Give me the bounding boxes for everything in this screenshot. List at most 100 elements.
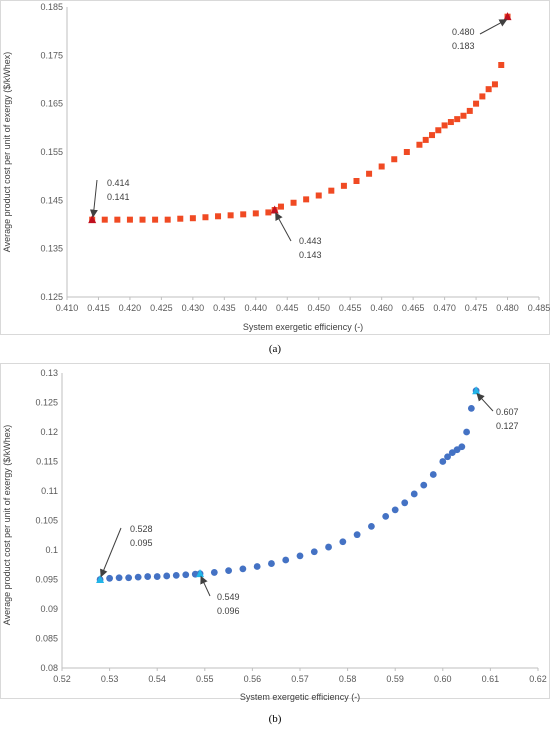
y-axis-title-a: Average product cost per unit of exergy …: [2, 52, 12, 252]
x-axis-title-b: System exergetic efficiency (-): [240, 692, 360, 702]
x-tick-label: 0.410: [56, 303, 79, 313]
data-point: [182, 571, 190, 579]
data-point: [189, 215, 196, 222]
y-tick-label: 0.105: [35, 516, 58, 526]
x-tick-label: 0.54: [148, 674, 166, 684]
data-point: [458, 443, 466, 451]
y-tick-label: 0.08: [40, 663, 58, 673]
y-tick-label: 0.165: [40, 99, 63, 109]
panel-label-b: (b): [269, 713, 282, 725]
y-tick-label: 0.135: [40, 244, 63, 254]
data-point: [101, 216, 108, 223]
x-tick-label: 0.55: [196, 674, 214, 684]
annotation-arrow: [89, 179, 98, 218]
x-tick-label: 0.480: [496, 303, 519, 313]
x-tick-label: 0.415: [87, 303, 110, 313]
data-point: [153, 573, 161, 580]
data-point: [391, 506, 399, 514]
y-tick-label: 0.1: [45, 545, 58, 555]
data-point: [353, 178, 360, 184]
data-point: [125, 574, 133, 582]
data-point: [303, 196, 310, 203]
data-point: [139, 216, 146, 223]
x-tick-label: 0.435: [213, 303, 236, 313]
x-tick-label: 0.62: [529, 674, 547, 684]
data-point: [310, 548, 318, 556]
y-tick-label: 0.13: [40, 368, 58, 378]
x-tick-label: 0.465: [402, 303, 425, 313]
data-point: [172, 571, 180, 579]
data-point: [422, 136, 429, 143]
x-tick-label: 0.53: [101, 674, 119, 684]
data-point: [391, 156, 398, 163]
data-point: [163, 572, 171, 580]
annotation-label: 0.443: [299, 236, 322, 246]
highlight-point: [472, 386, 481, 395]
x-tick-label: 0.430: [182, 303, 205, 313]
chart-panel-b: 0.52 0.53 0.54 0.55 0.56 0.57 0.58 0.59 0.60 0.61…: [0, 363, 550, 725]
x-tick-label: 0.52: [53, 674, 71, 684]
data-point: [467, 405, 475, 412]
annotation-label: 0.528: [130, 524, 153, 534]
data-point: [177, 215, 184, 222]
data-point: [340, 182, 347, 189]
annotation-label: 0.127: [496, 421, 519, 431]
data-point: [114, 216, 121, 223]
annotation-label: 0.143: [299, 250, 322, 260]
annotation-label: 0.549: [217, 592, 240, 602]
annotation-label: 0.141: [107, 192, 130, 202]
x-axis-title-a: System exergetic efficiency (-): [243, 322, 363, 332]
data-point: [410, 490, 418, 498]
x-tick-label: 0.420: [119, 303, 142, 313]
y-axis-title-b: Average product cost per unit of exergy …: [2, 425, 12, 625]
annotation-label: 0.607: [496, 407, 519, 417]
data-point: [378, 163, 385, 170]
data-point: [227, 212, 234, 219]
data-point: [441, 122, 448, 129]
x-tick-label: 0.460: [370, 303, 393, 313]
data-point: [315, 192, 322, 199]
data-point: [368, 523, 375, 530]
data-point: [491, 81, 498, 88]
data-point: [265, 209, 272, 216]
x-tick-label: 0.59: [386, 674, 404, 684]
data-point: [382, 512, 390, 520]
y-tick-label: 0.09: [40, 604, 58, 614]
data-point: [202, 214, 209, 221]
annotation-arrow: [200, 575, 211, 597]
y-tick-label: 0.145: [40, 195, 63, 205]
y-tick-label: 0.125: [35, 398, 58, 408]
data-point: [447, 119, 454, 126]
data-point: [444, 453, 451, 461]
y-tick-label: 0.095: [35, 575, 58, 585]
highlight-point: [270, 205, 279, 214]
x-tick-label: 0.485: [528, 303, 550, 313]
data-point: [296, 552, 304, 560]
annotation-label: 0.095: [130, 538, 153, 548]
x-tick-label: 0.470: [433, 303, 456, 313]
x-ticks-a: 0.410 0.415 0.420 0.425 0.430 0.435 0.440 0.445…: [56, 297, 550, 313]
data-point: [439, 458, 447, 465]
data-point: [239, 565, 247, 573]
data-point: [134, 573, 142, 581]
data-point: [454, 116, 461, 123]
data-point: [498, 62, 505, 68]
y-tick-label: 0.11: [41, 486, 58, 496]
data-point: [485, 86, 492, 93]
data-point: [290, 199, 297, 206]
annotation-arrow: [100, 527, 122, 578]
highlight-point: [503, 12, 512, 21]
chart-panel-a: 0.410 0.415 0.420 0.425 0.430 0.435 0.440 0.445…: [0, 0, 550, 355]
data-point: [420, 481, 428, 489]
annotations-a: 0.414 0.141 0.443 0.143 0.480 0.183: [88, 12, 512, 260]
data-point: [215, 213, 222, 220]
annotation-label: 0.414: [107, 178, 130, 188]
x-tick-label: 0.475: [465, 303, 488, 313]
y-tick-label: 0.115: [36, 457, 58, 467]
data-point: [106, 574, 113, 582]
data-point: [403, 149, 410, 155]
annotation-arrow: [275, 212, 292, 242]
x-tick-label: 0.58: [339, 674, 357, 684]
data-point: [353, 531, 361, 539]
data-point: [268, 560, 275, 567]
